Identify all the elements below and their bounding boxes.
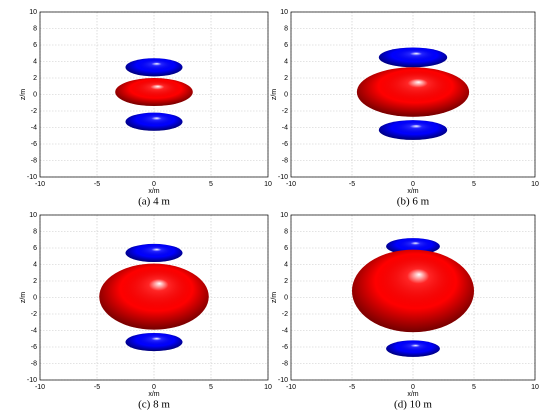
x-tick-label: 0 xyxy=(411,181,415,188)
y-tick-label: -6 xyxy=(31,141,37,148)
y-tick-label: 8 xyxy=(284,25,288,32)
y-tick-label: -8 xyxy=(282,360,288,367)
body-shading xyxy=(125,332,183,352)
body-shading xyxy=(99,263,209,330)
y-tick-label: 0 xyxy=(33,91,37,98)
y-axis-label: z/m xyxy=(20,292,27,303)
y-tick-label: 0 xyxy=(33,294,37,301)
body-shading xyxy=(356,67,470,117)
y-tick-label: 4 xyxy=(284,58,288,65)
x-tick-label: -10 xyxy=(35,181,45,188)
caption: (b) 6 m xyxy=(397,196,430,208)
y-tick-label: 2 xyxy=(284,278,288,285)
y-tick-label: 8 xyxy=(33,25,37,32)
x-tick-label: -5 xyxy=(349,181,355,188)
y-tick-label: -2 xyxy=(282,108,288,115)
caption: (d) 10 m xyxy=(394,399,432,411)
y-tick-label: 4 xyxy=(33,261,37,268)
y-tick-label: 10 xyxy=(280,9,288,16)
x-tick-label: -5 xyxy=(94,384,100,391)
y-tick-label: 4 xyxy=(284,261,288,268)
plot-frame xyxy=(290,214,536,381)
y-tick-label: -10 xyxy=(278,174,288,181)
y-tick-label: -4 xyxy=(31,327,37,334)
y-tick-label: 6 xyxy=(33,245,37,252)
body-shading xyxy=(125,243,183,263)
y-tick-label: -10 xyxy=(278,377,288,384)
y-tick-label: -10 xyxy=(27,377,37,384)
y-axis-label: z/m xyxy=(271,292,278,303)
body-shading xyxy=(386,340,440,357)
y-tick-label: -4 xyxy=(282,124,288,131)
body-shading xyxy=(352,249,474,333)
x-tick-label: 10 xyxy=(531,384,539,391)
y-tick-label: 2 xyxy=(33,278,37,285)
body-shading xyxy=(378,120,448,140)
y-tick-label: 2 xyxy=(284,75,288,82)
x-axis-label: x/m xyxy=(148,188,159,195)
y-tick-label: -2 xyxy=(31,311,37,318)
y-tick-label: -6 xyxy=(282,141,288,148)
x-axis-label: x/m xyxy=(407,391,418,398)
x-tick-label: 10 xyxy=(264,384,272,391)
y-tick-label: -4 xyxy=(282,327,288,334)
y-tick-label: -2 xyxy=(282,311,288,318)
x-tick-label: -5 xyxy=(349,384,355,391)
y-tick-label: 10 xyxy=(280,212,288,219)
x-tick-label: 10 xyxy=(531,181,539,188)
caption: (c) 8 m xyxy=(138,399,170,411)
plot-frame xyxy=(39,11,269,178)
plot-frame xyxy=(290,11,536,178)
y-tick-label: -8 xyxy=(282,157,288,164)
x-tick-label: 0 xyxy=(411,384,415,391)
body-shading xyxy=(378,47,448,68)
x-tick-label: 5 xyxy=(209,181,213,188)
y-tick-label: 8 xyxy=(284,228,288,235)
y-tick-label: -6 xyxy=(31,344,37,351)
x-tick-label: -5 xyxy=(94,181,100,188)
y-tick-label: 0 xyxy=(284,294,288,301)
x-tick-label: -10 xyxy=(35,384,45,391)
body-shading xyxy=(125,112,183,131)
y-tick-label: 6 xyxy=(284,245,288,252)
y-tick-label: -4 xyxy=(31,124,37,131)
body-shading xyxy=(386,238,440,255)
y-tick-label: 8 xyxy=(33,228,37,235)
x-tick-label: -10 xyxy=(286,384,296,391)
y-tick-label: 10 xyxy=(29,9,37,16)
body-shading xyxy=(115,78,193,107)
y-tick-label: -2 xyxy=(31,108,37,115)
y-tick-label: 4 xyxy=(33,58,37,65)
y-tick-label: -6 xyxy=(282,344,288,351)
x-tick-label: 10 xyxy=(264,181,272,188)
y-tick-label: 6 xyxy=(284,42,288,49)
x-axis-label: x/m xyxy=(148,391,159,398)
x-tick-label: 0 xyxy=(152,181,156,188)
plot-frame xyxy=(39,214,269,381)
body-shading xyxy=(125,58,183,77)
x-tick-label: 5 xyxy=(472,384,476,391)
y-tick-label: 0 xyxy=(284,91,288,98)
x-tick-label: 5 xyxy=(472,181,476,188)
y-tick-label: -8 xyxy=(31,157,37,164)
y-tick-label: -8 xyxy=(31,360,37,367)
y-axis-label: z/m xyxy=(271,89,278,100)
x-tick-label: 5 xyxy=(209,384,213,391)
y-tick-label: 6 xyxy=(33,42,37,49)
y-tick-label: -10 xyxy=(27,174,37,181)
caption: (a) 4 m xyxy=(138,196,170,208)
y-tick-label: 2 xyxy=(33,75,37,82)
x-tick-label: -10 xyxy=(286,181,296,188)
y-tick-label: 10 xyxy=(29,212,37,219)
x-axis-label: x/m xyxy=(407,188,418,195)
x-tick-label: 0 xyxy=(152,384,156,391)
y-axis-label: z/m xyxy=(20,89,27,100)
